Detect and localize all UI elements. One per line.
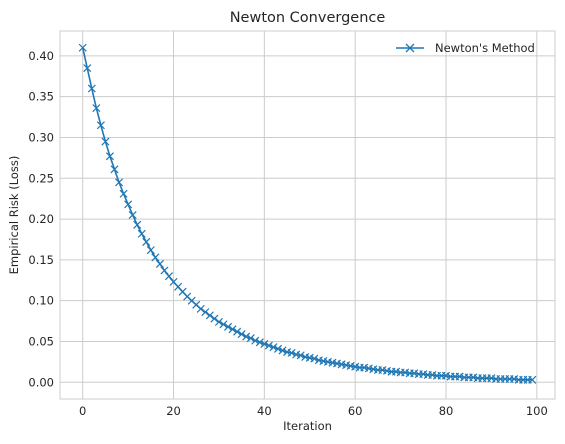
y-tick-label: 0.05 — [28, 334, 54, 348]
data-point-marker — [120, 190, 127, 197]
y-tick-label: 0.00 — [28, 375, 54, 389]
data-point-marker — [125, 201, 132, 208]
data-point-marker — [115, 179, 122, 186]
y-axis-label: Empirical Risk (Loss) — [7, 156, 21, 275]
data-point-marker — [161, 267, 168, 274]
y-tick-label: 0.10 — [28, 294, 54, 308]
plot-frame — [60, 31, 555, 399]
x-axis-label: Iteration — [283, 419, 332, 433]
series-layer — [79, 44, 536, 383]
y-tick-label: 0.20 — [28, 212, 54, 226]
data-point-marker — [111, 166, 118, 173]
x-tick-label: 100 — [526, 404, 548, 418]
data-point-marker — [147, 246, 154, 253]
legend-label: Newton's Method — [435, 41, 535, 55]
x-tick-label: 80 — [439, 404, 454, 418]
data-point-marker — [134, 221, 141, 228]
data-point-marker — [165, 273, 172, 280]
data-point-marker — [143, 238, 150, 245]
y-tick-label: 0.30 — [28, 130, 54, 144]
x-tick-labels: 0 20 40 60 80 100 — [79, 404, 548, 418]
data-point-marker — [202, 309, 209, 316]
x-tick-label: 40 — [257, 404, 272, 418]
chart-title: Newton Convergence — [230, 10, 386, 26]
data-point-marker — [197, 305, 204, 312]
y-tick-label: 0.15 — [28, 253, 54, 267]
data-point-marker — [129, 211, 136, 218]
y-tick-labels: 0.00 0.05 0.10 0.15 0.20 0.25 0.30 0.35 0.40 — [28, 49, 54, 389]
x-tick-label: 0 — [79, 404, 86, 418]
x-tick-label: 60 — [348, 404, 363, 418]
y-tick-label: 0.40 — [28, 49, 54, 63]
legend: Newton's Method — [396, 41, 535, 55]
y-tick-label: 0.25 — [28, 171, 54, 185]
data-point-marker — [206, 312, 213, 319]
data-point-marker — [138, 230, 145, 237]
series-line — [83, 48, 533, 380]
data-point-marker — [211, 315, 218, 322]
y-tick-label: 0.35 — [28, 90, 54, 104]
data-point-marker — [156, 260, 163, 267]
x-tick-label: 20 — [166, 404, 181, 418]
grid-lines — [60, 31, 555, 399]
